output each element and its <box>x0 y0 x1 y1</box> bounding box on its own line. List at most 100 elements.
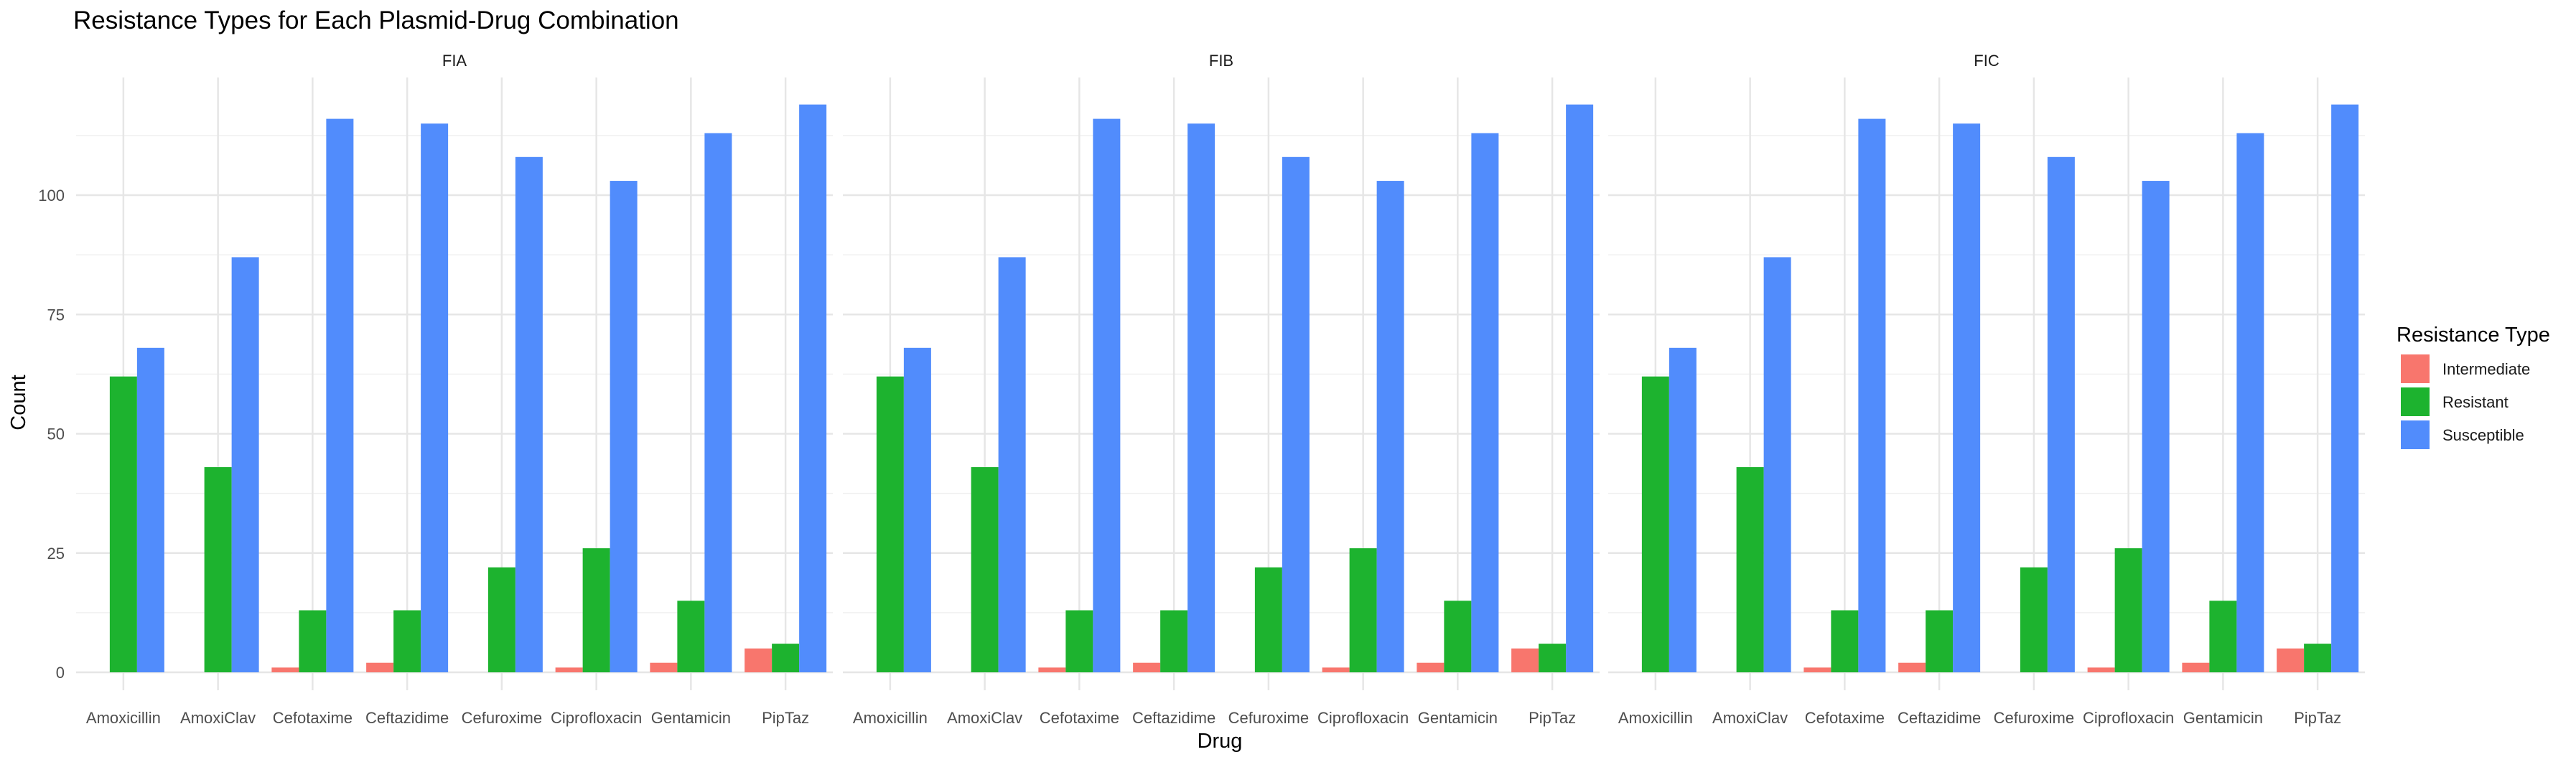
bar-susceptible-ciprofloxacin <box>610 181 638 673</box>
bar-intermediate-cefotaxime <box>1803 667 1831 672</box>
bar-resistant-cefotaxime <box>1065 610 1093 672</box>
legend-label-susceptible: Susceptible <box>2442 426 2524 444</box>
y-tick-label: 25 <box>47 545 65 563</box>
bar-susceptible-ciprofloxacin <box>2142 181 2170 673</box>
bar-susceptible-cefotaxime <box>326 118 354 673</box>
x-tick-label: Amoxicillin <box>853 709 928 727</box>
bar-susceptible-cefotaxime <box>1093 118 1121 673</box>
y-axis-title: Count <box>7 375 30 430</box>
bar-susceptible-ceftazidime <box>421 123 449 672</box>
x-tick-label: AmoxiClav <box>180 709 256 727</box>
legend-label-intermediate: Intermediate <box>2442 360 2530 378</box>
bar-susceptible-amoxicillin <box>903 347 931 672</box>
x-tick-label: Amoxicillin <box>1618 709 1693 727</box>
bar-susceptible-piptaz <box>799 104 827 672</box>
x-tick-label: PipTaz <box>762 709 809 727</box>
bar-susceptible-cefotaxime <box>1858 118 1886 673</box>
y-tick-label: 75 <box>47 306 65 324</box>
bar-resistant-piptaz <box>1539 644 1567 672</box>
x-tick-label: Ceftazidime <box>1898 709 1981 727</box>
bar-intermediate-cefotaxime <box>1038 667 1066 672</box>
x-tick-label: Gentamicin <box>651 709 731 727</box>
bar-susceptible-amoxiclav <box>998 257 1026 672</box>
bar-susceptible-ciprofloxacin <box>1376 181 1404 673</box>
legend-label-resistant: Resistant <box>2442 393 2509 411</box>
bar-resistant-ciprofloxacin <box>2114 548 2142 672</box>
bar-resistant-cefotaxime <box>1831 610 1859 672</box>
facet-panel-fia: FIA 0 25 50 75 100 Amoxicillin AmoxiClav Cefotax… <box>38 52 833 727</box>
bar-resistant-piptaz <box>2304 644 2332 672</box>
bar-resistant-cefotaxime <box>299 610 327 672</box>
bar-intermediate-ceftazidime <box>1133 662 1161 672</box>
x-tick-label: Cefuroxime <box>462 709 542 727</box>
legend-key-susceptible <box>2401 420 2430 449</box>
bar-intermediate-piptaz <box>2277 648 2305 672</box>
bar-resistant-cefuroxime <box>1254 567 1282 672</box>
bar-resistant-amoxiclav <box>971 467 999 672</box>
bar-resistant-amoxicillin <box>109 376 137 672</box>
bar-resistant-cefuroxime <box>487 567 515 672</box>
bar-susceptible-cefuroxime <box>515 156 543 673</box>
x-tick-label: AmoxiClav <box>947 709 1022 727</box>
facet-strip-label: FIC <box>1974 52 1999 70</box>
bar-susceptible-amoxicillin <box>136 347 164 672</box>
bar-intermediate-piptaz <box>1511 648 1539 672</box>
bar-resistant-amoxicillin <box>876 376 904 672</box>
bar-resistant-ciprofloxacin <box>582 548 610 672</box>
bar-susceptible-gentamicin <box>1471 133 1499 673</box>
x-tick-label: AmoxiClav <box>1712 709 1788 727</box>
bar-resistant-amoxicillin <box>1641 376 1669 672</box>
bar-susceptible-piptaz <box>2331 104 2359 672</box>
y-tick-label: 50 <box>47 425 65 443</box>
bar-resistant-gentamicin <box>677 601 705 672</box>
bar-resistant-amoxiclav <box>204 467 232 672</box>
y-tick-label: 0 <box>56 664 65 682</box>
x-tick-label: Gentamicin <box>1418 709 1498 727</box>
bar-intermediate-gentamicin <box>650 662 678 672</box>
x-tick-label: Ciprofloxacin <box>1317 709 1409 727</box>
facet-panel-fib: FIB Amoxicillin AmoxiClav Cefotaxime Ceftazi… <box>843 52 1600 727</box>
bar-intermediate-ciprofloxacin <box>1322 667 1350 672</box>
bar-intermediate-gentamicin <box>2182 662 2210 672</box>
x-tick-label: Cefotaxime <box>273 709 353 727</box>
bar-resistant-ceftazidime <box>1160 610 1188 672</box>
legend: Resistance Type Intermediate Resistant Sus… <box>2397 324 2550 449</box>
chart-title: Resistance Types for Each Plasmid-Drug C… <box>73 6 679 34</box>
x-tick-label: Gentamicin <box>2183 709 2263 727</box>
x-tick-label: Cefuroxime <box>1994 709 2074 727</box>
facet-strip-label: FIB <box>1209 52 1233 70</box>
x-axis-title: Drug <box>1198 730 1243 753</box>
bar-intermediate-gentamicin <box>1417 662 1445 672</box>
x-tick-label: Ceftazidime <box>1132 709 1215 727</box>
x-tick-label: Ceftazidime <box>365 709 449 727</box>
facet-panels: FIA 0 25 50 75 100 Amoxicillin AmoxiClav Cefotax… <box>38 52 2365 727</box>
bar-susceptible-amoxiclav <box>231 257 259 672</box>
x-tick-label: PipTaz <box>1529 709 1576 727</box>
x-tick-label: Cefotaxime <box>1040 709 1119 727</box>
y-tick-label: 100 <box>38 187 65 204</box>
legend-key-resistant <box>2401 387 2430 416</box>
x-tick-label: PipTaz <box>2294 709 2341 727</box>
bar-intermediate-ceftazidime <box>366 662 394 672</box>
bar-resistant-gentamicin <box>2209 601 2237 672</box>
bar-susceptible-cefuroxime <box>1282 156 1310 673</box>
legend-key-intermediate <box>2401 354 2430 383</box>
legend-title: Resistance Type <box>2397 324 2550 347</box>
facet-strip-label: FIA <box>442 52 467 70</box>
bar-resistant-gentamicin <box>1444 601 1472 672</box>
bar-intermediate-piptaz <box>745 648 773 672</box>
bar-susceptible-gentamicin <box>2236 133 2264 673</box>
x-tick-label: Amoxicillin <box>86 709 161 727</box>
bar-susceptible-amoxicillin <box>1669 347 1697 672</box>
x-tick-label: Ciprofloxacin <box>551 709 642 727</box>
bar-intermediate-ceftazidime <box>1898 662 1926 672</box>
bar-resistant-piptaz <box>772 644 800 672</box>
bar-resistant-ciprofloxacin <box>1349 548 1377 672</box>
bar-intermediate-cefotaxime <box>271 667 299 672</box>
bar-resistant-ceftazidime <box>393 610 421 672</box>
bar-susceptible-amoxiclav <box>1763 257 1791 672</box>
bar-susceptible-ceftazidime <box>1953 123 1981 672</box>
bar-intermediate-ciprofloxacin <box>2087 667 2115 672</box>
bar-resistant-ceftazidime <box>1926 610 1954 672</box>
